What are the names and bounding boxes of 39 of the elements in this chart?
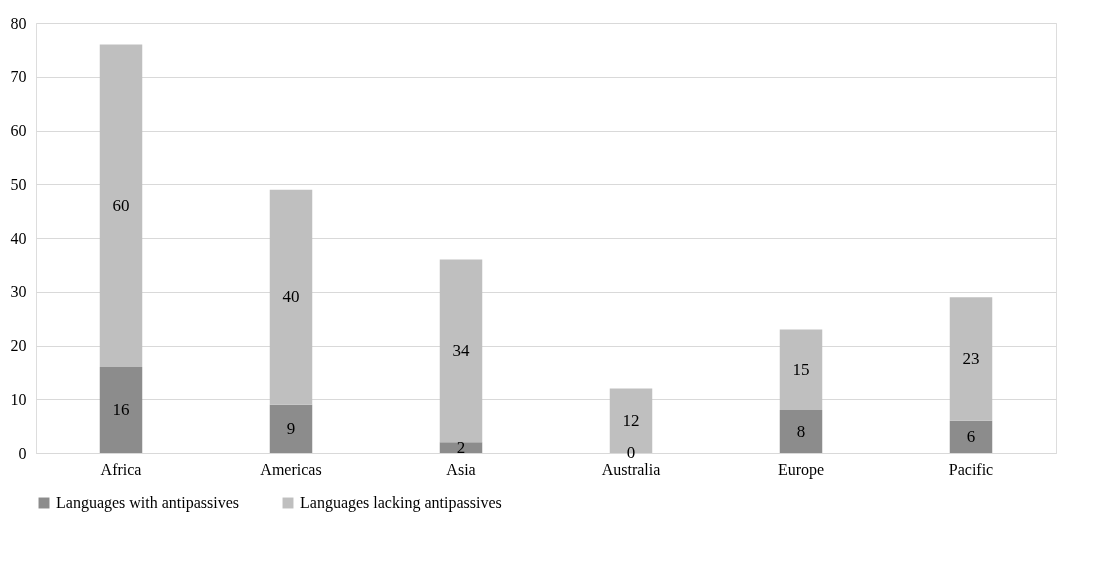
data-label: 60: [112, 195, 130, 215]
bar: [439, 442, 483, 453]
legend-label: Languages lacking antipassives: [300, 494, 502, 512]
bar: [949, 297, 993, 421]
data-label: 2: [456, 437, 466, 457]
x-tick-label: Africa: [100, 460, 142, 478]
bar: [269, 404, 313, 453]
data-label: 40: [282, 287, 300, 307]
bar: [269, 189, 313, 405]
legend-label: Languages with antipassives: [56, 494, 240, 512]
y-tick-label: 30: [10, 283, 27, 301]
y-tick-label: 60: [10, 122, 27, 139]
y-tick-label: 70: [10, 68, 27, 86]
x-tick-label: Europe: [777, 460, 825, 479]
y-tick-label: 0: [18, 444, 27, 462]
bar: [779, 410, 823, 453]
data-label: 6: [966, 426, 976, 446]
bar: [949, 420, 993, 453]
x-tick-label: Americas: [260, 460, 322, 478]
x-tick-label: Asia: [446, 460, 476, 478]
data-label: 23: [962, 348, 980, 368]
data-label: 9: [286, 418, 296, 438]
y-tick-label: 10: [10, 390, 27, 408]
y-tick-label: 50: [10, 175, 27, 193]
y-tick-label: 80: [10, 14, 27, 32]
x-tick-label: Pacific: [948, 460, 994, 478]
bar: [99, 44, 143, 367]
bar: [779, 329, 823, 410]
y-tick-label: 40: [10, 229, 27, 247]
y-tick-label: 20: [10, 337, 27, 354]
data-label: 0: [626, 443, 636, 462]
data-label: 15: [792, 359, 810, 379]
data-label: 16: [112, 400, 130, 419]
data-label: 34: [452, 340, 470, 360]
data-label: 12: [622, 410, 640, 430]
bar: [99, 367, 143, 453]
data-label: 8: [796, 421, 806, 441]
x-tick-label: Australia: [601, 460, 661, 478]
bar: [439, 259, 483, 443]
